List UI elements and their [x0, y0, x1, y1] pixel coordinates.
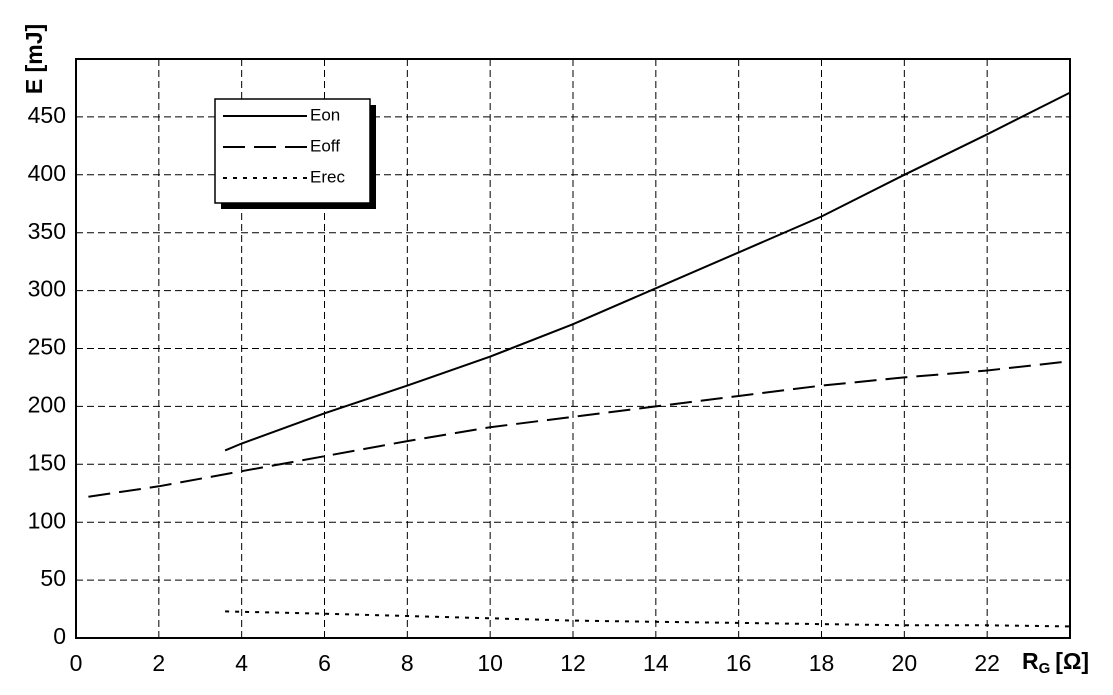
x-axis-title-main: R	[1022, 648, 1039, 674]
y-tick-label: 300	[28, 276, 66, 302]
x-axis-title-subscript: G	[1039, 660, 1051, 677]
legend: Eon Eoff Erec	[214, 98, 376, 209]
x-tick-label: 0	[70, 650, 83, 676]
x-axis-tick-labels: 0 2 4 6 8 10 12 14 16 18 20 22	[70, 650, 1000, 676]
legend-box	[214, 98, 371, 204]
x-tick-label: 16	[726, 650, 752, 676]
x-axis-title: RG [Ω]	[1022, 648, 1089, 677]
x-tick-label: 20	[892, 650, 918, 676]
y-tick-label: 50	[40, 565, 66, 591]
x-tick-label: 6	[318, 650, 331, 676]
x-tick-label: 2	[152, 650, 165, 676]
x-tick-label: 18	[809, 650, 835, 676]
grid	[75, 58, 1071, 639]
x-tick-label: 10	[477, 650, 503, 676]
series-line-erec	[225, 610, 1071, 628]
y-axis-title: E [mJ]	[21, 24, 47, 94]
series-line-eoff	[88, 360, 1071, 498]
legend-items: Eon Eoff Erec	[223, 105, 345, 186]
legend-label-eoff: Eoff	[310, 136, 340, 155]
y-axis-tick-labels: 0 50 100 150 200 250 300 350 400 450	[28, 102, 66, 649]
series-line-eon	[224, 91, 1071, 452]
x-tick-label: 14	[643, 650, 669, 676]
y-tick-label: 100	[28, 507, 66, 533]
y-tick-label: 150	[28, 449, 66, 475]
y-tick-label: 400	[28, 160, 66, 186]
x-tick-label: 22	[974, 650, 1000, 676]
x-axis-title-unit: [Ω]	[1055, 648, 1089, 674]
legend-label-eon: Eon	[310, 105, 340, 124]
y-tick-label: 0	[53, 623, 66, 649]
legend-label-erec: Erec	[310, 167, 345, 186]
y-tick-label: 250	[28, 334, 66, 360]
series-lines	[88, 91, 1071, 628]
x-tick-label: 4	[235, 650, 248, 676]
x-tick-label: 8	[401, 650, 414, 676]
y-tick-label: 350	[28, 218, 66, 244]
y-tick-label: 200	[28, 391, 66, 417]
y-tick-label: 450	[28, 102, 66, 128]
x-tick-label: 12	[560, 650, 586, 676]
